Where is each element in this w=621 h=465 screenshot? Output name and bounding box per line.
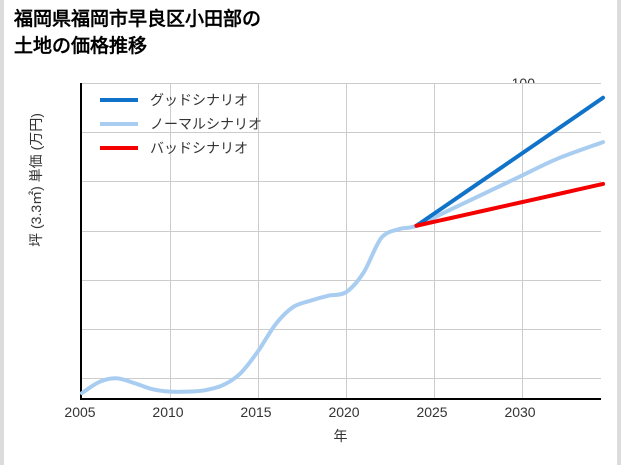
y-axis-title: 坪 (3.3㎡) 単価 (万円) (28, 113, 44, 247)
legend-color-swatch (100, 122, 138, 126)
legend-item[interactable]: ノーマルシナリオ (100, 112, 310, 136)
x-axis-title: 年 (333, 428, 348, 444)
gridline-horizontal (82, 83, 601, 84)
gridline-horizontal (82, 181, 601, 183)
x-axis-tick-label: 2005 (64, 404, 96, 420)
series-line (414, 95, 605, 228)
x-axis-tick-label: 2015 (240, 404, 272, 420)
legend-color-swatch (100, 98, 138, 102)
plot-area (80, 83, 605, 400)
gridline-vertical (434, 83, 436, 398)
gridline-vertical (522, 83, 524, 398)
legend-item-label: バッドシナリオ (150, 140, 248, 156)
gridline-horizontal (82, 329, 601, 331)
legend-color-swatch (100, 146, 138, 150)
x-axis-tick-label: 2010 (152, 404, 184, 420)
legend-item[interactable]: バッドシナリオ (100, 136, 310, 160)
gridline-vertical (170, 83, 171, 398)
gridline-vertical (258, 83, 259, 398)
gridline-horizontal (82, 378, 601, 380)
gridline-horizontal (82, 230, 601, 232)
legend-item[interactable]: グッドシナリオ (100, 88, 310, 112)
gridline-horizontal (82, 132, 601, 134)
x-axis-tick-label: 2020 (328, 404, 360, 420)
legend-item-label: ノーマルシナリオ (150, 116, 262, 132)
series-lines (80, 95, 605, 396)
legend: グッドシナリオ ノーマルシナリオ バッドシナリオ (100, 88, 310, 160)
legend-item-label: グッドシナリオ (150, 92, 248, 108)
gridline-horizontal (82, 279, 601, 281)
series-line (414, 181, 605, 228)
x-axis-tick-label: 2030 (504, 404, 536, 420)
page-title: 福岡県福岡市早良区小田部の 土地の価格推移 (14, 9, 262, 57)
gridline-vertical (346, 83, 348, 398)
series-line (80, 140, 605, 396)
x-axis-tick-label: 2025 (416, 404, 448, 420)
